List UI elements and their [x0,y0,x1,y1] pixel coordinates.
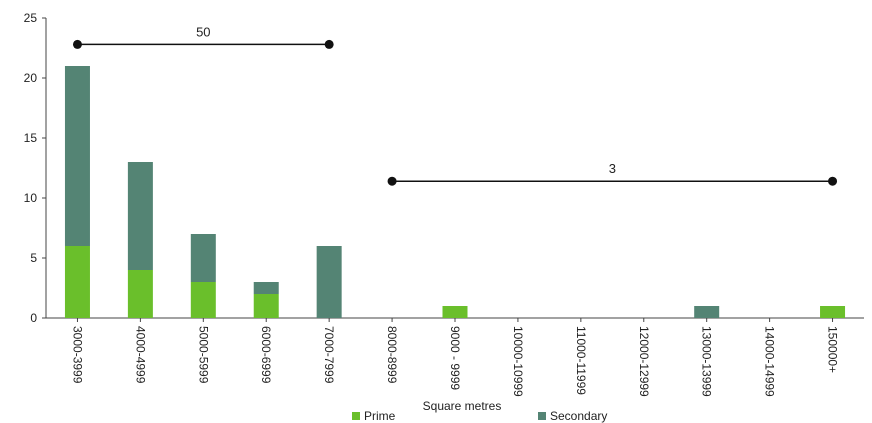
range-end-dot [324,39,334,49]
legend-label-prime: Prime [364,409,396,423]
x-tick-label: 150000+ [826,326,840,373]
y-tick-label: 5 [30,251,37,265]
x-tick-label: 13000-13999 [700,326,714,397]
bar-secondary [316,246,342,318]
bar-prime [190,282,216,318]
x-tick-label: 6000-6999 [259,326,273,384]
bar-prime [253,294,279,318]
y-tick-label: 0 [30,311,37,325]
x-tick-label: 5000-5999 [196,326,210,384]
bar-secondary [694,306,720,318]
bar-secondary [127,162,153,270]
range-end-dot [828,176,838,186]
bar-prime [442,306,468,318]
range-label: 3 [609,161,616,176]
bar-prime [127,270,153,318]
x-tick-label: 10000-10999 [511,326,525,397]
y-tick-label: 20 [24,71,38,85]
range-start-dot [387,176,397,186]
bar-prime [64,246,90,318]
x-tick-label: 12000-12999 [637,326,651,397]
legend-swatch-secondary [538,412,546,420]
bar-prime [820,306,846,318]
range-label: 50 [196,24,210,39]
legend-label-secondary: Secondary [550,409,607,423]
x-axis: 3000-3999 4000-4999 5000-5999 6000-6999 7000… [46,317,864,397]
y-axis: 0 5 10 15 20 25 [24,11,47,325]
x-tick-label: 11000-11999 [574,326,588,395]
legend-swatch-prime [352,412,360,420]
x-tick-label: 7000-7999 [322,326,336,384]
bar-secondary [253,282,279,294]
x-tick-label: 3000-3999 [70,326,84,384]
legend: Prime Secondary [352,409,607,423]
x-axis-title: Square metres [423,399,502,413]
bar-secondary [190,234,216,282]
bars [64,66,846,318]
y-tick-label: 15 [24,131,38,145]
x-tick-label: 9000 - 9999 [448,326,462,390]
bar-secondary [64,66,90,246]
x-tick-label: 14000-14999 [763,326,777,397]
x-tick-label: 4000-4999 [133,326,147,384]
x-tick-label: 8000-8999 [385,326,399,384]
range-annotations: 50 3 [72,24,838,186]
y-tick-label: 10 [24,191,38,205]
y-tick-label: 25 [24,11,38,25]
range-start-dot [72,39,82,49]
